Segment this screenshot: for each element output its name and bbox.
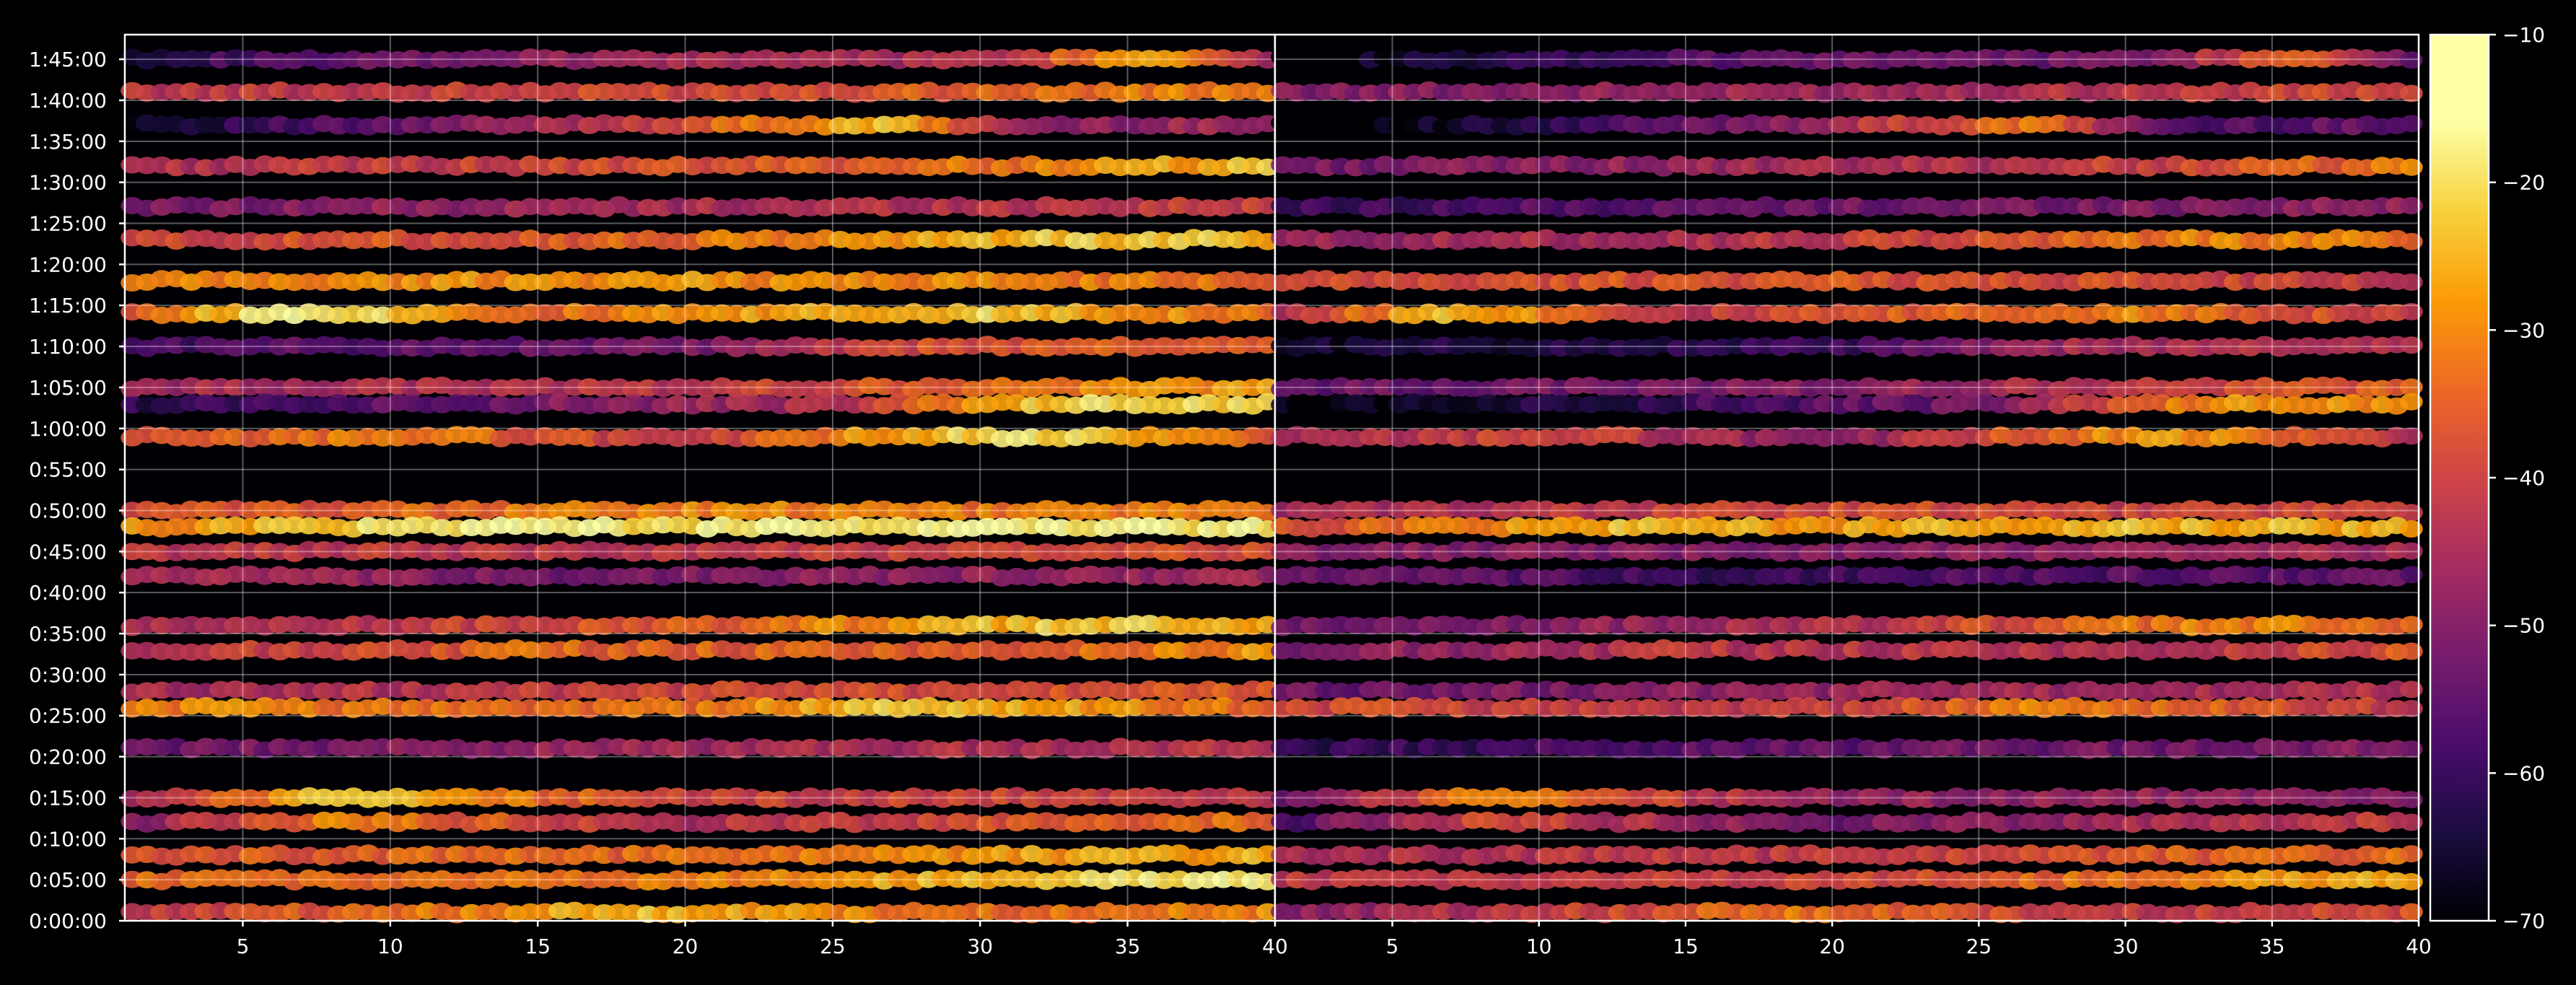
y-tick-label: 1:45:00 [29, 48, 107, 71]
colorbar-gradient [2430, 35, 2489, 921]
x-tick-label: 5 [237, 934, 250, 958]
x-tick-label: 40 [1262, 934, 1288, 958]
y-tick-label: 0:40:00 [29, 581, 107, 605]
y-tick-label: 1:25:00 [29, 212, 107, 236]
y-tick-label: 1:40:00 [29, 89, 107, 113]
x-tick-label: 20 [1819, 934, 1845, 958]
y-tick-label: 1:05:00 [29, 376, 107, 400]
heatmap-cells-left [121, 48, 1279, 924]
y-tick-label: 0:50:00 [29, 499, 107, 522]
y-tick-label: 0:30:00 [29, 663, 107, 687]
x-axis-left: 5 10 15 20 25 30 35 40 [237, 921, 1288, 958]
y-tick-label: 0:05:00 [29, 868, 107, 892]
y-tick-label: 1:35:00 [29, 130, 107, 154]
y-tick-label: 0:10:00 [29, 827, 107, 851]
y-tick-label: 1:15:00 [29, 294, 107, 318]
y-tick-label: 1:20:00 [29, 253, 107, 276]
x-axis-right: 5 10 15 20 25 30 35 40 [1386, 921, 2432, 958]
y-tick-label: 0:15:00 [29, 786, 107, 810]
y-tick-label: 0:35:00 [29, 622, 107, 646]
y-tick-label: 1:10:00 [29, 335, 107, 359]
y-tick-label: 1:30:00 [29, 171, 107, 195]
x-tick-label: 30 [2113, 934, 2139, 958]
x-tick-label: 15 [1673, 934, 1699, 958]
colorbar-tick-label: −10 [2502, 23, 2545, 47]
y-axis-time: 0:00:00 0:05:00 0:10:00 0:15:00 0:20:00 0:25:… [29, 48, 125, 933]
x-tick-label: 30 [967, 934, 993, 958]
colorbar-tick-label: −50 [2502, 614, 2545, 638]
x-tick-label: 10 [1526, 934, 1552, 958]
x-tick-label: 25 [820, 934, 846, 958]
y-tick-label: 1:00:00 [29, 417, 107, 441]
x-tick-label: 35 [2259, 934, 2285, 958]
colorbar-tick-label: −60 [2502, 761, 2545, 785]
colorbar: −10 −20 −30 −40 −50 −60 −70 [2429, 23, 2545, 933]
colorbar-tick-label: −70 [2502, 909, 2545, 933]
colorbar-tick-label: −40 [2502, 466, 2545, 490]
colorbar-ticks: −10 −20 −30 −40 −50 −60 −70 [2489, 23, 2545, 933]
y-tick-label: 0:20:00 [29, 745, 107, 769]
heatmap-panel-left [121, 33, 1279, 924]
x-tick-label: 25 [1966, 934, 1992, 958]
heatmap-panel-right [1271, 33, 2423, 924]
y-tick-label: 0:55:00 [29, 458, 107, 482]
x-tick-label: 15 [525, 934, 551, 958]
x-tick-label: 20 [673, 934, 698, 958]
y-tick-label: 0:00:00 [29, 909, 107, 933]
x-tick-label: 5 [1386, 934, 1399, 958]
x-tick-label: 40 [2406, 934, 2432, 958]
y-tick-label: 0:45:00 [29, 540, 107, 564]
x-tick-label: 10 [377, 934, 403, 958]
y-tick-label: 0:25:00 [29, 704, 107, 728]
colorbar-tick-label: −30 [2502, 318, 2545, 342]
x-tick-label: 35 [1115, 934, 1141, 958]
colorbar-tick-label: −20 [2502, 171, 2545, 195]
